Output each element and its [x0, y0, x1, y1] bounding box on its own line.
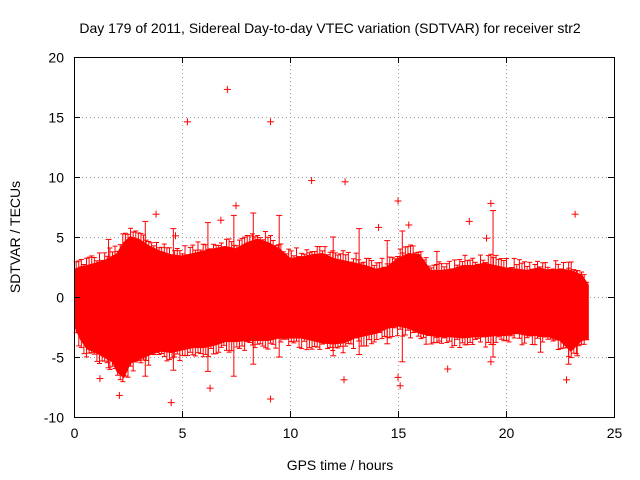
outlier-point: [375, 223, 383, 231]
outlier-point: [483, 234, 491, 242]
outlier-point: [394, 373, 402, 381]
y-tick-label: -10: [44, 410, 64, 426]
x-tick-label: 25: [607, 425, 623, 441]
outlier-point: [487, 358, 495, 366]
y-tick-label: 20: [48, 50, 64, 66]
outlier-point: [571, 210, 579, 218]
outlier-point: [562, 376, 570, 384]
outlier-point: [183, 118, 191, 126]
y-tick-label: 5: [56, 230, 64, 246]
outlier-point: [267, 395, 275, 403]
y-tick-label: 15: [48, 110, 64, 126]
outlier-point: [394, 197, 402, 205]
outlier-point: [465, 217, 473, 225]
chart-title: Day 179 of 2011, Sidereal Day-to-day VTE…: [79, 20, 581, 36]
outlier-point: [405, 221, 413, 229]
x-tick-label: 5: [179, 425, 187, 441]
x-tick-label: 0: [71, 425, 79, 441]
plot-frame: [74, 57, 615, 418]
outlier-point: [96, 375, 104, 383]
outlier-point: [206, 384, 214, 392]
y-axis-label: SDTVAR / TECUs: [7, 181, 23, 293]
outlier-point: [341, 178, 349, 186]
outlier-point: [308, 177, 316, 185]
x-tick-label: 15: [391, 425, 407, 441]
outlier-point: [223, 85, 231, 93]
x-tick-label: 10: [283, 425, 299, 441]
outlier-point: [172, 232, 180, 240]
y-tick-label: 10: [48, 170, 64, 186]
x-axis-label: GPS time / hours: [287, 457, 394, 473]
x-tick-label: 20: [499, 425, 515, 441]
y-tick-label: 0: [56, 290, 64, 306]
outlier-point: [152, 210, 160, 218]
outlier-point: [340, 376, 348, 384]
outlier-point: [232, 202, 240, 210]
outlier-point: [487, 199, 495, 207]
outlier-point: [217, 216, 225, 224]
data-series: [73, 85, 590, 407]
outlier-point: [267, 118, 275, 126]
outlier-point: [167, 399, 175, 407]
y-tick-label: -5: [52, 350, 65, 366]
grid-lines: [74, 57, 614, 417]
outlier-point: [444, 365, 452, 373]
axes: 0 5 10 15 20 25 -10 -5 0 5 10 15 20: [44, 50, 623, 442]
outlier-point: [115, 391, 123, 399]
outlier-point: [396, 382, 404, 390]
